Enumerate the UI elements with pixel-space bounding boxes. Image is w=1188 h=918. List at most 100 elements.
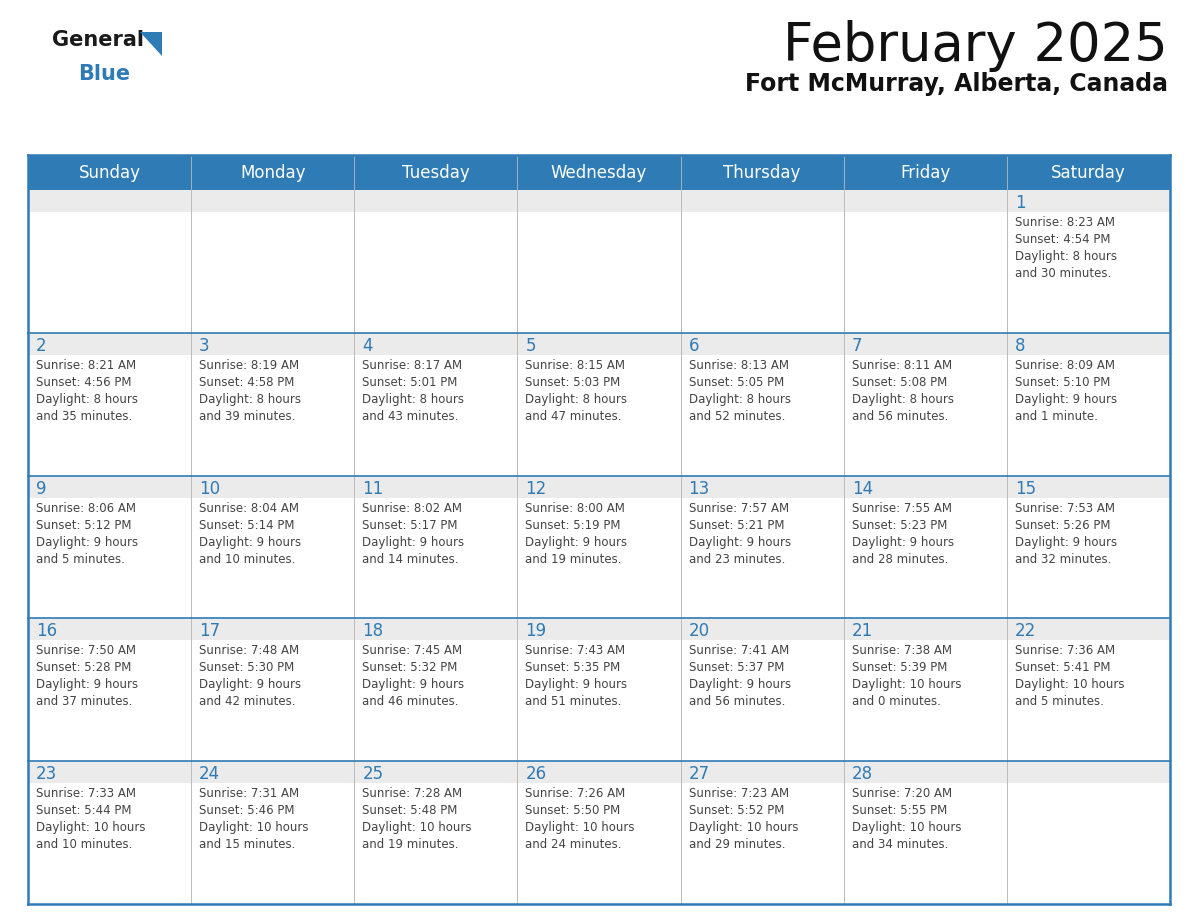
Text: Daylight: 9 hours: Daylight: 9 hours (362, 678, 465, 691)
Bar (1007, 761, 1170, 904)
Text: Sunrise: 7:57 AM: Sunrise: 7:57 AM (689, 501, 789, 515)
Text: and 43 minutes.: and 43 minutes. (362, 409, 459, 423)
Text: General: General (52, 30, 144, 50)
Bar (354, 476, 518, 619)
Text: 8: 8 (1015, 337, 1025, 354)
Text: Sunset: 5:01 PM: Sunset: 5:01 PM (362, 375, 457, 389)
Text: 25: 25 (362, 766, 384, 783)
Bar (29, 190, 191, 333)
Bar (354, 190, 518, 333)
Text: Sunrise: 8:00 AM: Sunrise: 8:00 AM (525, 501, 625, 515)
Bar (29, 619, 191, 641)
Bar (518, 761, 681, 783)
Text: Sunrise: 7:38 AM: Sunrise: 7:38 AM (852, 644, 952, 657)
Text: and 47 minutes.: and 47 minutes. (525, 409, 623, 423)
Bar (518, 619, 681, 761)
Text: 10: 10 (200, 479, 220, 498)
Text: 17: 17 (200, 622, 220, 641)
Polygon shape (140, 32, 162, 56)
Bar (843, 155, 1007, 190)
Text: and 56 minutes.: and 56 minutes. (852, 409, 948, 423)
Bar (681, 619, 843, 761)
Bar (1007, 476, 1170, 498)
Bar (518, 333, 681, 354)
Bar (518, 190, 681, 333)
Text: Sunrise: 7:23 AM: Sunrise: 7:23 AM (689, 788, 789, 800)
Bar (681, 190, 843, 333)
Text: Sunset: 5:05 PM: Sunset: 5:05 PM (689, 375, 784, 389)
Text: Daylight: 9 hours: Daylight: 9 hours (852, 535, 954, 549)
Bar (681, 476, 843, 498)
Text: and 23 minutes.: and 23 minutes. (689, 553, 785, 565)
Bar (191, 190, 354, 333)
Text: Daylight: 10 hours: Daylight: 10 hours (852, 678, 961, 691)
Text: 19: 19 (525, 622, 546, 641)
Bar (681, 190, 843, 212)
Bar (29, 619, 191, 761)
Text: 28: 28 (852, 766, 873, 783)
Bar (843, 190, 1007, 333)
Text: Sunset: 5:32 PM: Sunset: 5:32 PM (362, 661, 457, 675)
Bar (29, 476, 191, 498)
Text: Sunrise: 7:48 AM: Sunrise: 7:48 AM (200, 644, 299, 657)
Text: Sunrise: 7:45 AM: Sunrise: 7:45 AM (362, 644, 462, 657)
Text: Sunset: 5:21 PM: Sunset: 5:21 PM (689, 519, 784, 532)
Bar (518, 761, 681, 904)
Text: Sunrise: 7:26 AM: Sunrise: 7:26 AM (525, 788, 626, 800)
Bar (518, 619, 681, 641)
Text: Sunrise: 7:53 AM: Sunrise: 7:53 AM (1015, 501, 1114, 515)
Bar (191, 476, 354, 619)
Text: 9: 9 (36, 479, 46, 498)
Bar (354, 619, 518, 761)
Text: and 37 minutes.: and 37 minutes. (36, 696, 132, 709)
Text: Sunrise: 8:13 AM: Sunrise: 8:13 AM (689, 359, 789, 372)
Text: Sunrise: 8:23 AM: Sunrise: 8:23 AM (1015, 216, 1114, 229)
Bar (354, 761, 518, 904)
Bar (1007, 155, 1170, 190)
Text: 24: 24 (200, 766, 220, 783)
Text: February 2025: February 2025 (783, 20, 1168, 72)
Bar (843, 333, 1007, 354)
Text: Daylight: 10 hours: Daylight: 10 hours (1015, 678, 1124, 691)
Bar (518, 190, 681, 212)
Text: Daylight: 9 hours: Daylight: 9 hours (1015, 393, 1117, 406)
Bar (843, 619, 1007, 641)
Text: Sunset: 5:28 PM: Sunset: 5:28 PM (36, 661, 132, 675)
Text: Blue: Blue (78, 64, 131, 84)
Text: Daylight: 8 hours: Daylight: 8 hours (689, 393, 790, 406)
Text: Sunset: 5:46 PM: Sunset: 5:46 PM (200, 804, 295, 817)
Text: and 19 minutes.: and 19 minutes. (362, 838, 459, 851)
Bar (1007, 333, 1170, 354)
Bar (681, 333, 843, 354)
Text: Daylight: 8 hours: Daylight: 8 hours (200, 393, 301, 406)
Bar (843, 476, 1007, 619)
Text: Friday: Friday (901, 163, 950, 182)
Bar (354, 333, 518, 476)
Text: 7: 7 (852, 337, 862, 354)
Text: Daylight: 9 hours: Daylight: 9 hours (200, 535, 302, 549)
Text: and 35 minutes.: and 35 minutes. (36, 409, 132, 423)
Bar (518, 476, 681, 619)
Bar (354, 155, 518, 190)
Bar (843, 190, 1007, 212)
Text: and 0 minutes.: and 0 minutes. (852, 696, 941, 709)
Text: and 14 minutes.: and 14 minutes. (362, 553, 459, 565)
Text: Sunset: 5:10 PM: Sunset: 5:10 PM (1015, 375, 1111, 389)
Bar (354, 476, 518, 498)
Bar (518, 476, 681, 498)
Text: 1: 1 (1015, 194, 1025, 212)
Bar (354, 761, 518, 783)
Bar (1007, 190, 1170, 212)
Text: Daylight: 9 hours: Daylight: 9 hours (200, 678, 302, 691)
Bar (843, 761, 1007, 783)
Text: Sunrise: 7:36 AM: Sunrise: 7:36 AM (1015, 644, 1116, 657)
Text: Daylight: 9 hours: Daylight: 9 hours (689, 678, 791, 691)
Text: and 39 minutes.: and 39 minutes. (200, 409, 296, 423)
Text: and 10 minutes.: and 10 minutes. (200, 553, 296, 565)
Bar (843, 619, 1007, 761)
Text: 21: 21 (852, 622, 873, 641)
Text: and 28 minutes.: and 28 minutes. (852, 553, 948, 565)
Text: 14: 14 (852, 479, 873, 498)
Bar (29, 190, 191, 212)
Text: Sunset: 5:39 PM: Sunset: 5:39 PM (852, 661, 947, 675)
